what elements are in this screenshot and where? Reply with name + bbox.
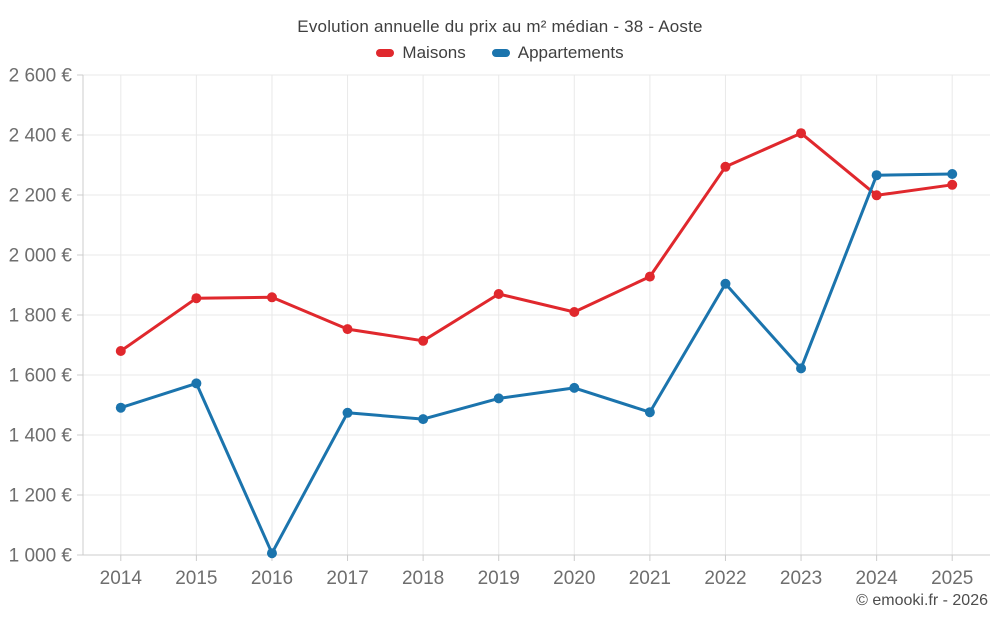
x-tick-label: 2014 (100, 568, 143, 589)
data-point-appartements-2014[interactable] (115, 402, 126, 413)
legend-swatch-appartements-icon (491, 49, 510, 57)
data-point-appartements-2024[interactable] (871, 170, 882, 181)
data-point-appartements-2021[interactable] (644, 407, 655, 418)
data-point-appartements-2023[interactable] (796, 363, 807, 374)
x-tick-label: 2019 (478, 568, 520, 589)
x-tick-label: 2022 (704, 568, 746, 589)
data-point-maisons-2022[interactable] (720, 161, 731, 172)
x-tick-label: 2016 (251, 568, 293, 589)
y-tick-label: 1 800 € (9, 306, 73, 327)
x-tick-label: 2020 (553, 568, 595, 589)
legend-label-maisons: Maisons (402, 43, 466, 62)
legend-item-maisons[interactable]: Maisons (376, 43, 466, 63)
data-point-appartements-2022[interactable] (720, 278, 731, 289)
x-tick-label: 2025 (931, 568, 973, 589)
data-point-maisons-2024[interactable] (871, 190, 882, 201)
data-point-appartements-2015[interactable] (191, 378, 202, 389)
y-tick-label: 1 000 € (9, 546, 73, 567)
data-point-maisons-2017[interactable] (342, 324, 353, 335)
data-point-maisons-2021[interactable] (644, 271, 655, 282)
legend: Maisons Appartements (0, 43, 1000, 63)
data-point-appartements-2016[interactable] (266, 548, 277, 559)
x-tick-label: 2017 (326, 568, 368, 589)
data-point-appartements-2025[interactable] (947, 169, 958, 179)
y-tick-label: 2 400 € (9, 126, 73, 147)
data-point-appartements-2018[interactable] (418, 414, 429, 425)
y-tick-label: 1 200 € (9, 486, 73, 507)
y-tick-label: 2 000 € (9, 246, 73, 267)
x-tick-label: 2023 (780, 568, 822, 589)
data-point-maisons-2020[interactable] (569, 307, 580, 317)
x-tick-label: 2015 (175, 568, 217, 589)
legend-item-appartements[interactable]: Appartements (491, 43, 624, 63)
data-point-maisons-2014[interactable] (115, 346, 126, 356)
legend-swatch-maisons-icon (376, 49, 395, 57)
data-point-appartements-2020[interactable] (569, 382, 580, 393)
chart-title: Evolution annuelle du prix au m² médian … (297, 17, 703, 36)
legend-label-appartements: Appartements (517, 43, 624, 62)
series-line-maisons (119, 131, 954, 353)
y-tick-label: 2 200 € (9, 186, 73, 207)
data-point-maisons-2015[interactable] (191, 293, 202, 304)
data-point-maisons-2019[interactable] (493, 289, 504, 299)
data-point-appartements-2019[interactable] (493, 393, 504, 404)
y-tick-label: 1 600 € (9, 366, 73, 387)
x-tick-label: 2024 (855, 568, 898, 589)
x-tick-label: 2018 (402, 568, 444, 589)
watermark: © emooki.fr - 2026 (856, 592, 988, 609)
data-point-appartements-2017[interactable] (342, 407, 353, 418)
y-tick-label: 2 600 € (9, 66, 73, 87)
data-point-maisons-2016[interactable] (266, 292, 277, 303)
y-tick-label: 1 400 € (9, 426, 73, 447)
data-point-maisons-2018[interactable] (418, 335, 429, 346)
series-line-appartements (119, 172, 954, 555)
data-point-maisons-2023[interactable] (796, 128, 807, 139)
data-point-maisons-2025[interactable] (947, 179, 958, 190)
x-tick-label: 2021 (629, 568, 671, 589)
